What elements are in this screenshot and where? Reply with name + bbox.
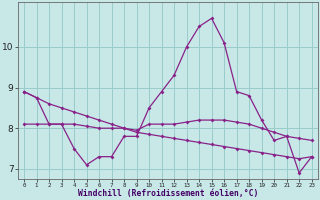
X-axis label: Windchill (Refroidissement éolien,°C): Windchill (Refroidissement éolien,°C) xyxy=(78,189,258,198)
